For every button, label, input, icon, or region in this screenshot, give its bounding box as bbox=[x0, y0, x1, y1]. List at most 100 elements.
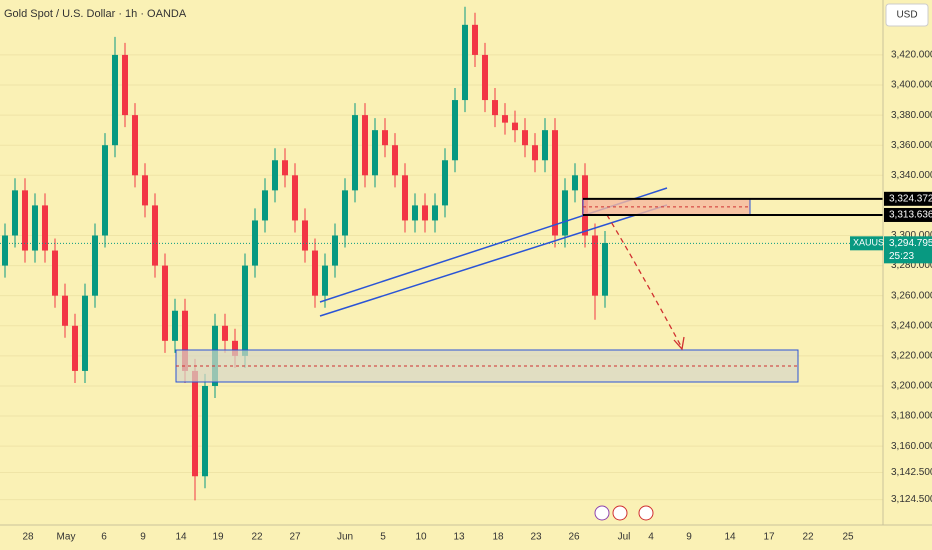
candle-body bbox=[32, 205, 38, 251]
candle-body bbox=[72, 325, 78, 371]
candle-body bbox=[262, 190, 268, 221]
candle-body bbox=[562, 190, 568, 236]
candle-body bbox=[42, 205, 48, 251]
candle-body bbox=[122, 54, 128, 116]
y-tick-label: 3,340.000 bbox=[891, 170, 932, 181]
event-icon[interactable] bbox=[612, 505, 628, 521]
candle-body bbox=[152, 205, 158, 266]
x-tick-label: 18 bbox=[492, 532, 504, 543]
overlays bbox=[582, 197, 883, 216]
y-tick-label: 3,142.500 bbox=[891, 467, 932, 478]
candle-body bbox=[472, 24, 478, 55]
candle-body bbox=[502, 115, 508, 123]
x-tick-label: 14 bbox=[724, 532, 736, 543]
event-icon[interactable] bbox=[638, 505, 654, 521]
candle-body bbox=[442, 160, 448, 206]
x-tick-label: 19 bbox=[212, 532, 224, 543]
x-tick-label: 4 bbox=[648, 532, 654, 543]
level-label: 3,313.636 bbox=[889, 210, 932, 221]
candle-body bbox=[422, 205, 428, 221]
price-axis bbox=[883, 0, 932, 550]
y-tick-label: 3,420.000 bbox=[891, 50, 932, 61]
candle-body bbox=[532, 145, 538, 161]
level-label-box bbox=[884, 191, 932, 206]
candle-body bbox=[292, 175, 298, 221]
candle-body bbox=[322, 265, 328, 296]
candle-body bbox=[452, 100, 458, 161]
y-tick-label: 3,180.000 bbox=[891, 411, 932, 422]
candle-body bbox=[362, 115, 368, 176]
candle-body bbox=[352, 115, 358, 191]
candle-body bbox=[572, 175, 578, 191]
plot-area bbox=[0, 6, 883, 501]
candle-body bbox=[232, 340, 238, 356]
candle-body bbox=[462, 24, 468, 101]
y-tick-label: 3,380.000 bbox=[891, 110, 932, 121]
candle-body bbox=[2, 235, 8, 266]
candle-body bbox=[312, 250, 318, 296]
candle-body bbox=[302, 220, 308, 251]
symbol-label: XAUUSD bbox=[853, 238, 891, 248]
candle-body bbox=[282, 160, 288, 176]
y-tick-label: 3,300.000 bbox=[891, 230, 932, 241]
x-tick-label: 22 bbox=[251, 532, 263, 543]
x-tick-label: 14 bbox=[175, 532, 187, 543]
candle-body bbox=[192, 370, 198, 477]
candle-body bbox=[92, 235, 98, 296]
projection-arrow bbox=[606, 214, 683, 349]
x-tick-label: 9 bbox=[686, 532, 692, 543]
chart-title: Gold Spot / U.S. Dollar · 1h · OANDA bbox=[4, 8, 187, 20]
x-tick-label: May bbox=[57, 532, 76, 543]
y-tick-label: 3,200.000 bbox=[891, 381, 932, 392]
candle-body bbox=[342, 190, 348, 236]
y-tick-label: 3,400.000 bbox=[891, 80, 932, 91]
level-label-box bbox=[884, 207, 932, 222]
candle-body bbox=[592, 235, 598, 296]
y-tick-label: 3,124.500 bbox=[891, 494, 932, 505]
currency: USD bbox=[896, 10, 917, 21]
x-tick-label: 5 bbox=[380, 532, 386, 543]
candle-body bbox=[62, 295, 68, 326]
x-tick-label: 28 bbox=[22, 532, 34, 543]
x-tick-label: 10 bbox=[415, 532, 427, 543]
y-tick-label: 3,160.000 bbox=[891, 441, 932, 452]
x-tick-label: Jun bbox=[337, 532, 353, 543]
candle-body bbox=[332, 235, 338, 266]
candle-body bbox=[162, 265, 168, 341]
x-tick-label: 6 bbox=[101, 532, 107, 543]
level-label: 3,324.372 bbox=[889, 193, 932, 204]
y-tick-label: 3,360.000 bbox=[891, 140, 932, 151]
candle-body bbox=[112, 54, 118, 146]
candle-body bbox=[132, 115, 138, 176]
candle-body bbox=[222, 325, 228, 341]
candle-body bbox=[372, 130, 378, 176]
candle-body bbox=[542, 130, 548, 161]
x-tick-label: 26 bbox=[568, 532, 580, 543]
trend-line bbox=[319, 204, 668, 317]
event-icon[interactable] bbox=[594, 505, 610, 521]
candle-body bbox=[172, 310, 178, 341]
y-tick-label: 3,220.000 bbox=[891, 351, 932, 362]
x-tick-label: 22 bbox=[802, 532, 814, 543]
candle-body bbox=[392, 145, 398, 176]
candle-body bbox=[12, 190, 18, 236]
y-tick-label: 3,260.000 bbox=[891, 290, 932, 301]
candle-body bbox=[602, 243, 608, 296]
candle-body bbox=[482, 54, 488, 101]
currency-box[interactable] bbox=[885, 3, 929, 27]
candle-body bbox=[272, 160, 278, 191]
countdown: 25:23 bbox=[889, 251, 914, 262]
candle-body bbox=[202, 385, 208, 477]
last-price-label: 3,294.795 bbox=[889, 238, 932, 249]
candle-body bbox=[412, 205, 418, 221]
x-tick-label: Jul bbox=[618, 532, 631, 543]
candle-body bbox=[102, 145, 108, 236]
candle-body bbox=[52, 250, 58, 296]
x-tick-label: 13 bbox=[453, 532, 465, 543]
candle-body bbox=[242, 265, 248, 356]
x-tick-label: 9 bbox=[140, 532, 146, 543]
x-tick-label: 23 bbox=[530, 532, 542, 543]
arrow-head bbox=[673, 336, 685, 351]
